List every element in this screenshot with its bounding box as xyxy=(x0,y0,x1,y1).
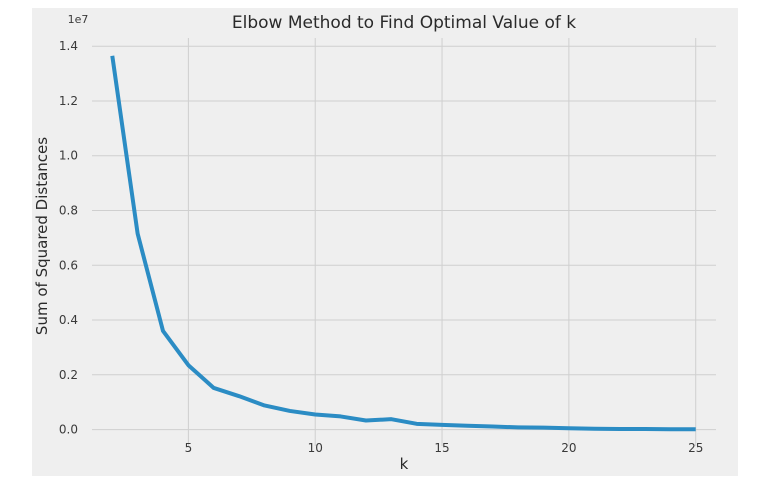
grid-lines xyxy=(92,38,716,446)
x-tick-label: 20 xyxy=(561,441,576,455)
x-tick-label: 15 xyxy=(434,441,449,455)
y-axis-offset-label: 1e7 xyxy=(68,13,89,26)
chart-title: Elbow Method to Find Optimal Value of k xyxy=(232,13,576,33)
series-line xyxy=(110,55,696,432)
y-tick-label: 0.8 xyxy=(59,204,78,218)
y-tick-label: 1.2 xyxy=(59,94,78,108)
y-tick-label: 0.6 xyxy=(59,258,78,272)
x-axis-label: k xyxy=(400,455,409,473)
y-tick-label: 1.0 xyxy=(59,149,78,163)
x-tick-label: 10 xyxy=(308,441,323,455)
tick-labels: 5 10 15 20 25 0.0 0.2 0.4 0.6 0.8 1.0 1.2 1.4 xyxy=(59,39,703,455)
x-tick-label: 5 xyxy=(185,441,193,455)
y-tick-label: 0.4 xyxy=(59,313,78,327)
plot-area xyxy=(32,8,738,476)
x-tick-label: 25 xyxy=(688,441,703,455)
y-axis-label: Sum of Squared Distances xyxy=(33,137,51,335)
y-tick-label: 0.0 xyxy=(59,423,78,437)
y-tick-label: 1.4 xyxy=(59,39,78,53)
y-tick-label: 0.2 xyxy=(59,368,78,382)
data-series xyxy=(110,55,696,432)
